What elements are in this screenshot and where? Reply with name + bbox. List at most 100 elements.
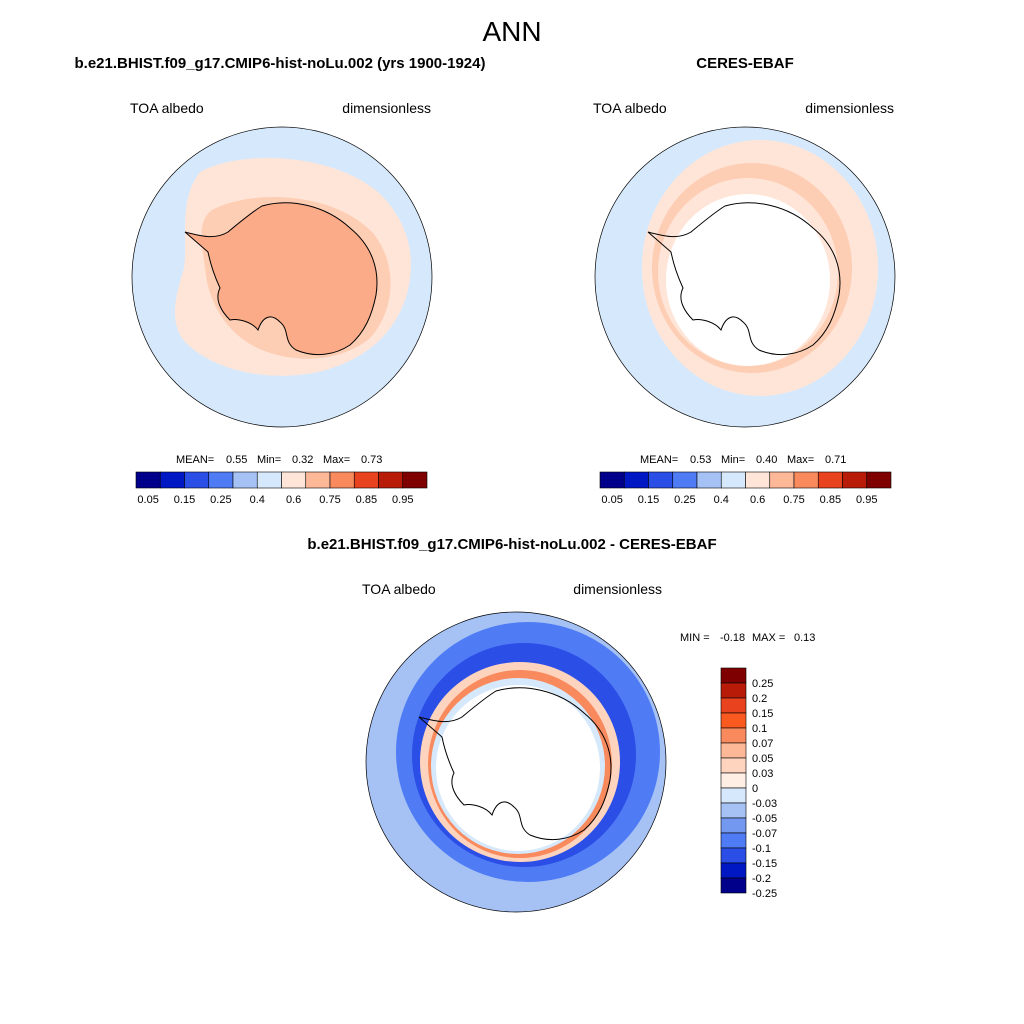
- colorbar-swatch: [720, 712, 747, 729]
- units-label: dimensionless: [573, 581, 662, 597]
- colorbar-tick-label: 0.85: [356, 494, 377, 506]
- figure-title: ANN: [482, 16, 541, 47]
- colorbar-swatch: [866, 471, 892, 489]
- colorbar-swatch: [281, 471, 307, 489]
- min-label: MIN =: [680, 632, 710, 644]
- colorbar-tick-label: -0.1: [752, 843, 771, 855]
- colorbar-swatch: [720, 817, 747, 834]
- panel-observations: CERES-EBAF TOA albedo dimensionless MEAN…: [593, 55, 896, 506]
- colorbar-swatch: [720, 742, 747, 759]
- colorbar-swatch: [329, 471, 355, 489]
- colorbar-swatch: [720, 772, 747, 789]
- colorbar: 0.25 0.2 0.15 0.1 0.07 0.05 0.03 0 -0.03 -0.05 -0.…: [720, 667, 777, 900]
- colorbar-tick-label: 0.05: [137, 494, 158, 506]
- colorbar-swatch: [648, 471, 674, 489]
- colorbar-tick-label: -0.25: [752, 888, 777, 900]
- colorbar-swatch: [817, 471, 843, 489]
- min-label: Min=: [721, 454, 745, 466]
- mean-value: 0.55: [226, 454, 247, 466]
- variable-label: TOA albedo: [593, 100, 667, 116]
- mean-label: MEAN=: [176, 454, 214, 466]
- panel-title: b.e21.BHIST.f09_g17.CMIP6-hist-noLu.002 …: [307, 536, 716, 553]
- continent-outline: [647, 202, 841, 356]
- colorbar-swatch: [720, 682, 747, 699]
- panel-difference: b.e21.BHIST.f09_g17.CMIP6-hist-noLu.002 …: [307, 536, 815, 913]
- colorbar-tick-label: 0.25: [210, 494, 231, 506]
- colorbar-tick-label: 0.25: [674, 494, 695, 506]
- colorbar-tick-label: -0.07: [752, 828, 777, 840]
- variable-label: TOA albedo: [130, 100, 204, 116]
- colorbar-swatch: [378, 471, 404, 489]
- map-boundary: [131, 126, 433, 428]
- colorbar-swatch: [769, 471, 795, 489]
- panel-title: CERES-EBAF: [696, 55, 794, 72]
- colorbar-swatch: [720, 697, 747, 714]
- colorbar-tick-label: 0.15: [638, 494, 659, 506]
- map-boundary: [365, 611, 667, 913]
- colorbar-swatch: [135, 471, 161, 489]
- max-label: MAX =: [752, 632, 785, 644]
- max-value: 0.13: [794, 632, 815, 644]
- min-value: 0.40: [756, 454, 777, 466]
- colorbar-swatch: [402, 471, 428, 489]
- max-value: 0.71: [825, 454, 846, 466]
- colorbar-tick-label: -0.03: [752, 798, 777, 810]
- colorbar-swatch: [208, 471, 234, 489]
- max-label: Max=: [787, 454, 814, 466]
- colorbar-swatch: [842, 471, 868, 489]
- polar-map: [366, 612, 666, 912]
- colorbar-tick-label: 0.05: [601, 494, 622, 506]
- colorbar-swatch: [720, 727, 747, 744]
- zone-continent: [184, 202, 378, 356]
- polar-map: [595, 127, 895, 427]
- colorbar-swatch: [720, 832, 747, 849]
- colorbar-tick-label: 0.75: [783, 494, 804, 506]
- colorbar-tick-label: 0.4: [714, 494, 729, 506]
- colorbar: 0.05 0.15 0.25 0.4 0.6 0.75 0.85 0.95: [599, 471, 892, 506]
- colorbar-swatch: [720, 471, 746, 489]
- colorbar-swatch: [720, 667, 747, 684]
- colorbar-swatch: [720, 757, 747, 774]
- colorbar-tick-label: 0.75: [319, 494, 340, 506]
- panel-model: b.e21.BHIST.f09_g17.CMIP6-hist-noLu.002 …: [75, 55, 486, 506]
- colorbar-swatch: [353, 471, 379, 489]
- colorbar-tick-label: 0.95: [856, 494, 877, 506]
- colorbar-tick-label: 0.1: [752, 723, 767, 735]
- colorbar-swatch: [599, 471, 625, 489]
- colorbar-tick-label: 0.03: [752, 768, 773, 780]
- colorbar-tick-label: 0.2: [752, 693, 767, 705]
- colorbar-tick-label: -0.05: [752, 813, 777, 825]
- colorbar: 0.05 0.15 0.25 0.4 0.6 0.75 0.85 0.95: [135, 471, 428, 506]
- colorbar-swatch: [232, 471, 258, 489]
- colorbar-tick-label: 0.6: [750, 494, 765, 506]
- mean-label: MEAN=: [640, 454, 678, 466]
- units-label: dimensionless: [342, 100, 431, 116]
- colorbar-swatch: [720, 847, 747, 864]
- colorbar-tick-label: 0.07: [752, 738, 773, 750]
- colorbar-tick-label: 0.95: [392, 494, 413, 506]
- colorbar-swatch: [720, 862, 747, 879]
- map-boundary: [594, 126, 896, 428]
- colorbar-tick-label: -0.2: [752, 873, 771, 885]
- min-value: 0.32: [292, 454, 313, 466]
- min-label: Min=: [257, 454, 281, 466]
- colorbar-swatch: [793, 471, 819, 489]
- colorbar-swatch: [184, 471, 210, 489]
- colorbar-swatch: [720, 802, 747, 819]
- colorbar-swatch: [305, 471, 331, 489]
- stats-line: MIN = -0.18 MAX = 0.13: [680, 632, 815, 644]
- colorbar-swatch: [720, 787, 747, 804]
- polar-map: [132, 127, 432, 427]
- units-label: dimensionless: [805, 100, 894, 116]
- colorbar-tick-label: 0.25: [752, 678, 773, 690]
- min-value: -0.18: [720, 632, 745, 644]
- max-label: Max=: [323, 454, 350, 466]
- colorbar-tick-label: 0.05: [752, 753, 773, 765]
- colorbar-swatch: [720, 877, 747, 894]
- colorbar-swatch: [623, 471, 649, 489]
- colorbar-swatch: [159, 471, 185, 489]
- variable-label: TOA albedo: [362, 581, 436, 597]
- colorbar-swatch: [696, 471, 722, 489]
- colorbar-swatch: [745, 471, 771, 489]
- zone-no-data: [666, 194, 830, 366]
